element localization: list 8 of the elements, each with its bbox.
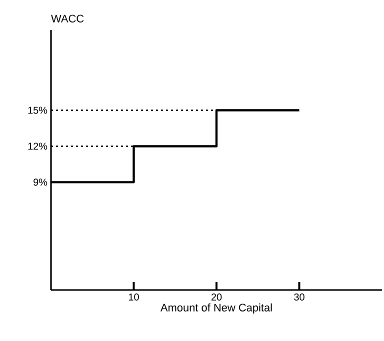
y-tick-label: 9% bbox=[34, 178, 48, 186]
x-axis-title: Amount of New Capital bbox=[160, 303, 272, 314]
y-axis-title: WACC bbox=[51, 14, 84, 22]
x-tick-label: 10 bbox=[128, 294, 139, 301]
x-tick-label: 30 bbox=[294, 294, 304, 301]
y-tick-label: 15% bbox=[28, 106, 48, 114]
x-tick-label: 20 bbox=[211, 294, 222, 301]
y-tick-label: 12% bbox=[28, 142, 48, 150]
